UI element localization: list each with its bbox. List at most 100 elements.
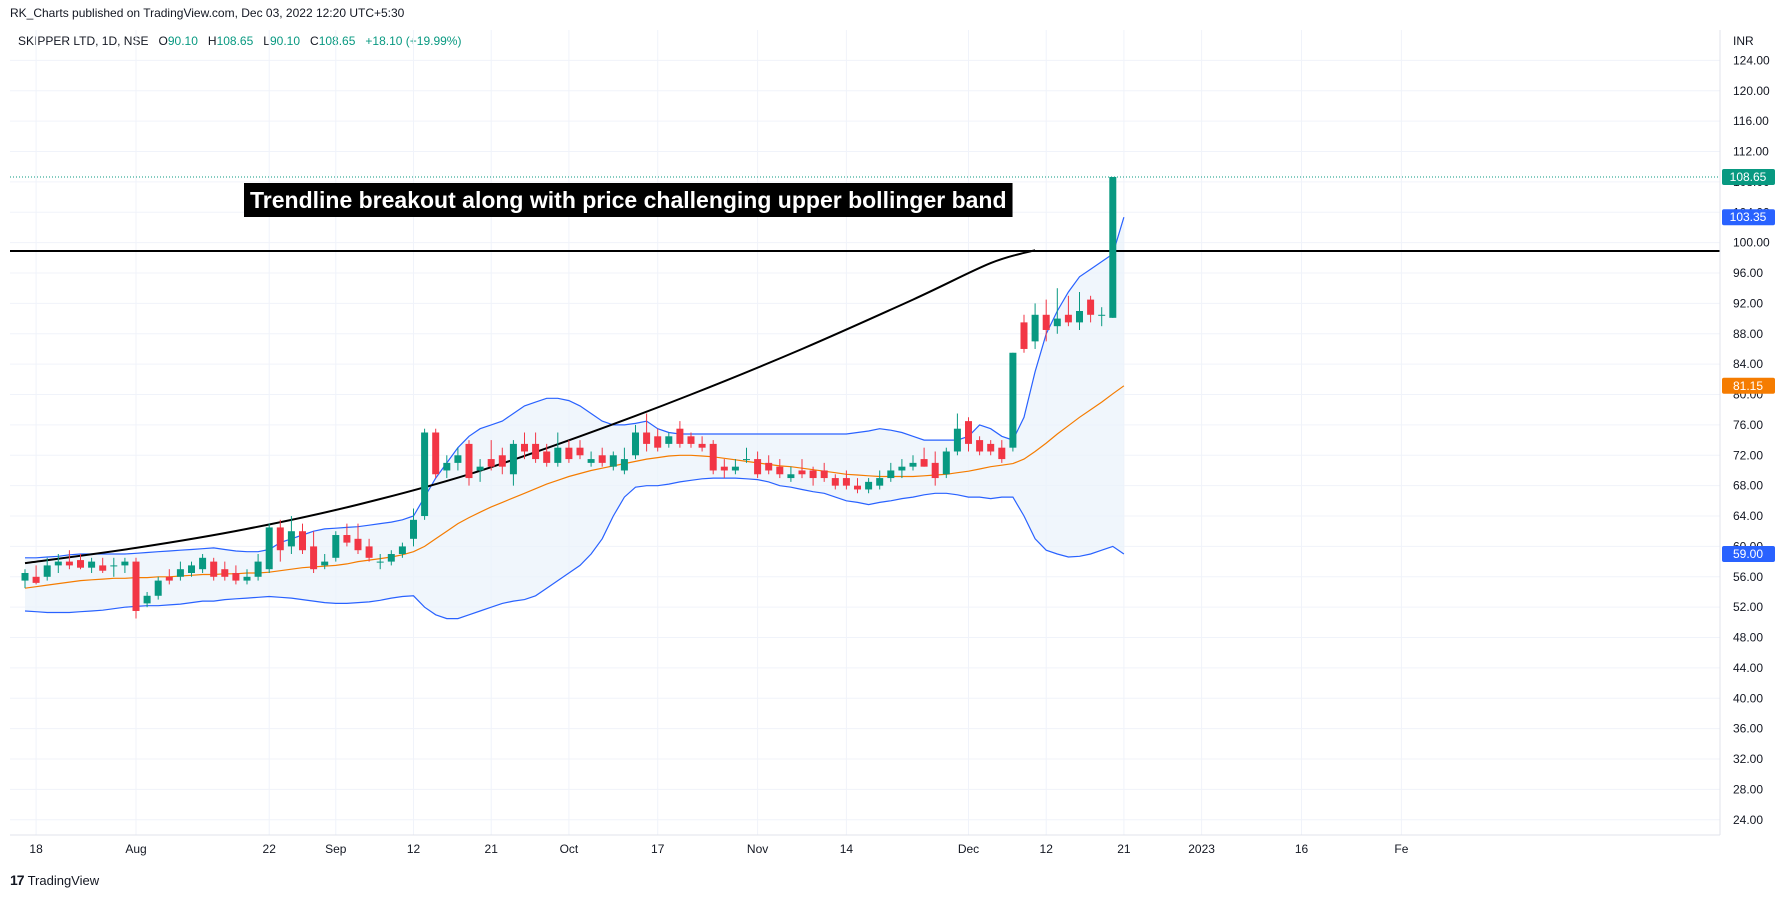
candle-body xyxy=(920,459,928,467)
annotation-background xyxy=(244,183,1013,217)
candle-body xyxy=(521,443,528,452)
candle-body xyxy=(332,535,340,558)
candle xyxy=(998,440,1006,463)
candle xyxy=(276,519,284,562)
candle xyxy=(931,451,939,486)
price-tick-label: 100.00 xyxy=(1733,236,1770,250)
open-value: 90.10 xyxy=(167,34,198,48)
time-tick-label: 18 xyxy=(29,842,43,856)
candle xyxy=(1076,292,1083,330)
candle xyxy=(387,550,395,566)
tradingview-footer[interactable]: 17 TradingView xyxy=(10,872,99,888)
candle-body xyxy=(465,443,473,479)
price-label-bg xyxy=(1722,168,1775,185)
candle-body xyxy=(554,447,562,463)
candle xyxy=(354,523,362,555)
candle xyxy=(887,462,895,482)
candle-body xyxy=(287,531,295,547)
candle xyxy=(221,561,229,581)
candle xyxy=(43,557,51,581)
time-tick-label: 2023 xyxy=(1188,842,1215,856)
candle-body xyxy=(243,576,251,581)
candle xyxy=(965,417,972,452)
candle-body xyxy=(987,443,995,452)
candle xyxy=(987,440,995,456)
candle xyxy=(1064,295,1072,327)
candle-body xyxy=(1031,314,1039,342)
candle xyxy=(532,432,540,463)
price-tick-label: 72.00 xyxy=(1733,448,1763,462)
price-tick-label: 112.00 xyxy=(1733,145,1769,159)
annotation-box[interactable]: Trendline breakout along with price chal… xyxy=(244,183,1013,217)
candle xyxy=(632,424,639,460)
candle xyxy=(1020,314,1028,353)
publisher-line: RK_Charts published on TradingView.com, … xyxy=(10,6,405,20)
candle xyxy=(521,432,528,460)
price-label: 59.00 xyxy=(1722,546,1775,563)
candle-body xyxy=(232,572,240,581)
bollinger-upper-line xyxy=(25,217,1125,559)
candle xyxy=(432,428,440,479)
candle xyxy=(132,557,140,619)
candle xyxy=(587,451,595,467)
candle xyxy=(365,538,373,562)
candle xyxy=(665,432,673,448)
price-tick-label: 124.00 xyxy=(1733,53,1770,67)
time-tick-label: 22 xyxy=(263,842,277,856)
price-axis[interactable]: 24.00 28.00 32.00 36.00 40.00 44.00 48.00 52.00… xyxy=(1733,53,1770,826)
price-tick-label: 52.00 xyxy=(1733,600,1763,614)
symbol-legend: SKIPPER LTD, 1D, NSE O90.10 H108.65 L90.… xyxy=(18,34,461,48)
candle-body xyxy=(254,561,262,577)
candle-body xyxy=(598,455,606,463)
candle-body xyxy=(221,569,229,577)
candle-body xyxy=(188,565,195,573)
time-tick-label: Sep xyxy=(325,842,347,856)
candle-body xyxy=(576,447,584,456)
candle xyxy=(99,557,107,573)
candle-body xyxy=(842,478,850,486)
candle xyxy=(32,565,40,585)
price-tick-label: 64.00 xyxy=(1733,509,1763,523)
candle-body xyxy=(43,565,51,577)
curved-trendline[interactable] xyxy=(24,249,1036,565)
candle-body xyxy=(720,466,728,471)
candle xyxy=(65,550,73,570)
candle-body xyxy=(854,485,861,490)
candle-body xyxy=(310,546,318,570)
candle xyxy=(421,428,429,520)
candle xyxy=(976,436,984,456)
time-tick-label: Aug xyxy=(125,842,146,856)
candle-body xyxy=(99,565,107,571)
candle-body xyxy=(410,519,417,539)
candle xyxy=(898,459,906,479)
candle xyxy=(776,459,784,479)
candle xyxy=(143,591,151,608)
time-tick-label: 12 xyxy=(407,842,421,856)
price-tick-label: 32.00 xyxy=(1733,752,1763,766)
candle xyxy=(265,523,273,573)
candle xyxy=(731,459,739,475)
candle-body xyxy=(643,432,651,444)
candle-body xyxy=(976,440,984,452)
symbol-name[interactable]: SKIPPER LTD, 1D, NSE xyxy=(18,34,149,48)
candle-body xyxy=(210,561,218,577)
candle-body xyxy=(1053,318,1061,327)
price-tick-label: 28.00 xyxy=(1733,782,1763,796)
candle xyxy=(698,436,706,452)
time-axis[interactable]: 18 Aug 22 Sep 12 21 Oct 17 Nov 14 Dec 12 21 2023 16 Fe xyxy=(29,842,1408,856)
candle-body xyxy=(687,436,695,444)
time-tick-label: Oct xyxy=(560,842,579,856)
candle-body xyxy=(1076,310,1083,323)
candle xyxy=(609,451,617,471)
candle xyxy=(110,557,118,577)
candle xyxy=(1098,307,1106,327)
candle-body xyxy=(1109,176,1117,318)
candle-body xyxy=(1009,352,1017,448)
candlesticks xyxy=(21,176,1117,619)
price-tick-label: 76.00 xyxy=(1733,418,1763,432)
candle xyxy=(643,413,651,452)
time-tick-label: Nov xyxy=(747,842,768,856)
candle-body xyxy=(354,538,362,551)
price-tick-label: 96.00 xyxy=(1733,266,1763,280)
